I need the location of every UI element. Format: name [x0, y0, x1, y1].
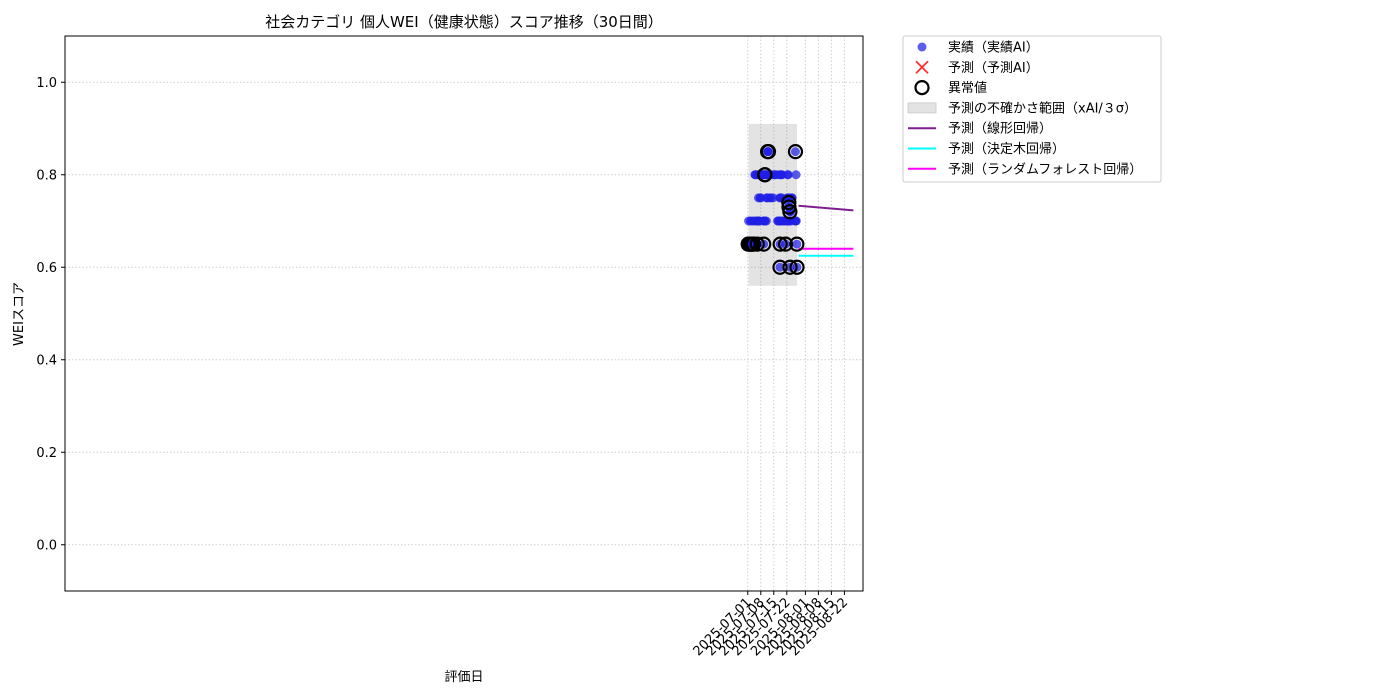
y-tick-label: 0.8 — [36, 168, 57, 183]
y-tick-label: 0.4 — [36, 353, 57, 368]
anomaly-marker — [789, 236, 805, 252]
anomaly-marker — [772, 259, 788, 275]
anomaly-marker — [781, 194, 797, 211]
legend-label: 予測の不確かさ範囲（xAI/３σ） — [948, 100, 1137, 116]
y-tick-label: 1.0 — [36, 76, 57, 91]
anomaly-marker — [757, 167, 773, 183]
x-axis: 2025-07-012025-07-082025-07-152025-07-22… — [691, 591, 851, 659]
anomaly-marker — [782, 204, 798, 220]
legend-frame — [902, 35, 1162, 183]
anomaly-marker — [789, 259, 805, 275]
chart-title: 社会カテゴリ 個人WEI（健康状態）スコア推移（30日間） — [265, 13, 663, 31]
data-point — [790, 147, 800, 157]
linear-regression-line — [798, 204, 854, 212]
data-point — [768, 193, 778, 203]
legend-marker-predicted — [915, 60, 929, 74]
grid — [65, 36, 863, 591]
y-tick-label: 0.2 — [36, 446, 57, 461]
anomaly-marker — [787, 144, 804, 160]
anomaly-marker — [756, 236, 772, 252]
data-point — [791, 216, 801, 226]
anomaly-marker — [749, 236, 765, 252]
anomaly-marker — [777, 236, 794, 252]
data-point — [783, 170, 793, 180]
anomaly-marker — [760, 144, 777, 160]
legend-label: 予測（線形回帰） — [948, 121, 1052, 137]
prediction-lines — [798, 204, 854, 257]
legend-label: 予測（ランダムフォレスト回帰） — [948, 161, 1142, 177]
legend-label: 予測（予測AI） — [948, 61, 1039, 76]
legend-marker-band — [907, 102, 937, 114]
legend-marker-anomaly — [914, 79, 930, 96]
y-tick-label: 0.6 — [36, 261, 57, 276]
data-point — [761, 216, 771, 226]
y-axis-label: WEIスコア — [12, 282, 27, 346]
legend-label: 予測（決定木回帰） — [948, 141, 1065, 157]
plot-frame — [64, 35, 864, 592]
legend-label: 実績（実績AI） — [948, 40, 1039, 56]
anomaly-marker — [772, 236, 788, 252]
anomaly-marker — [782, 259, 798, 275]
data-point — [775, 262, 785, 272]
x-axis-label: 評価日 — [444, 670, 483, 685]
data-point — [764, 147, 774, 157]
y-axis: 0.0 0.2 0.4 0.6 0.8 1.0 — [36, 76, 65, 553]
y-tick-label: 0.0 — [36, 538, 57, 553]
data-point — [791, 170, 801, 180]
data-point — [792, 239, 802, 249]
legend-label: 異常値 — [948, 80, 987, 96]
anomaly-rings — [740, 144, 805, 275]
legend-marker-actual — [917, 42, 927, 52]
